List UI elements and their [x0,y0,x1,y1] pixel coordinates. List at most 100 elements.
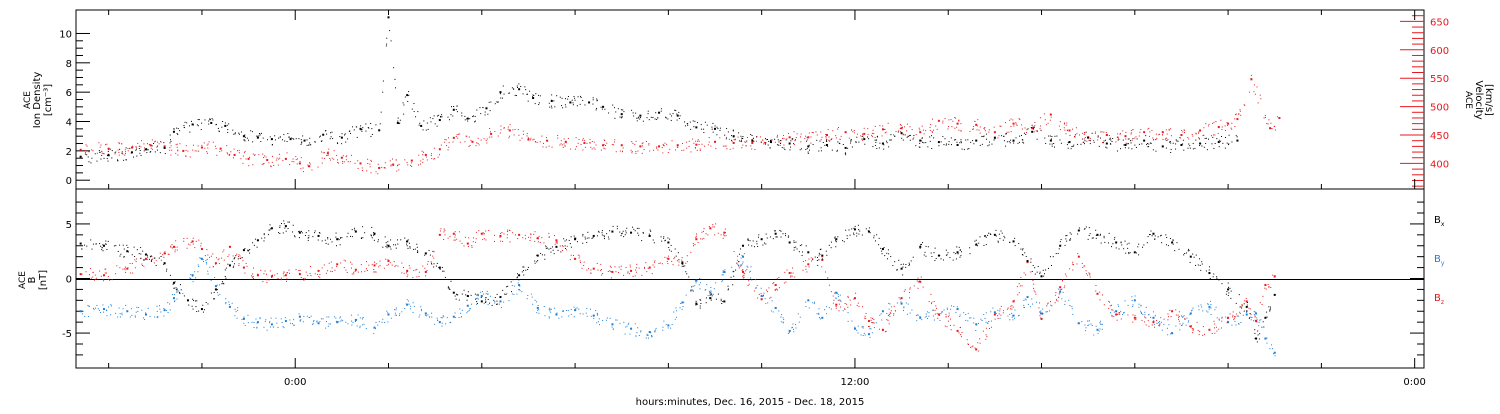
by-point-noise [409,308,411,310]
density-point-noise [965,139,967,141]
bz-point-noise [1083,265,1085,267]
by-point-noise [1084,324,1086,326]
velocity-point [284,157,287,160]
velocity-point-noise [494,130,496,132]
density-point-noise [138,148,140,150]
by-point-noise [437,319,439,321]
velocity-point-noise [935,125,937,127]
bx-point-noise [393,244,395,246]
by-point-noise [1210,307,1212,309]
density-point-noise [784,149,786,151]
bx-point-noise [959,256,961,258]
by-point-noise [342,320,344,322]
density-point-noise [403,113,405,115]
bx-point-noise [284,227,286,229]
density-point-noise [1009,139,1011,141]
velocity-point-noise [1084,136,1086,138]
bx-point-noise [1266,316,1268,318]
by-point-noise [160,311,162,313]
velocity-point [602,144,605,147]
bx-point-noise [102,250,104,252]
velocity-point-noise [615,151,617,153]
bz-point-noise [635,267,637,269]
velocity-point [340,156,343,159]
bz-point-noise [530,234,532,236]
by-point-noise [683,301,685,303]
bx-point-noise [977,245,979,247]
bx-point-noise [1070,233,1072,235]
bx-point-noise [1087,238,1089,240]
velocity-point-noise [1203,134,1205,136]
bz-point-noise [1256,321,1258,323]
by-point-noise [692,289,694,291]
by-point-noise [1110,315,1112,317]
bx-point-noise [150,260,152,262]
velocity-point-noise [954,117,956,119]
density-point-noise [633,115,635,117]
bx-point-noise [244,248,246,250]
bx-point-noise [1154,238,1156,240]
bz-point-noise [485,230,487,232]
by-point-noise [946,308,948,310]
density-point-noise [567,96,569,98]
bx-point-noise [287,221,289,223]
density-point-noise [1067,142,1069,144]
bx-point-noise [1213,273,1215,275]
density-point-noise [883,144,885,146]
density-point-noise [176,127,178,129]
density-point-noise [867,136,869,138]
velocity-point-noise [144,148,146,150]
bz-point-noise [1056,299,1058,301]
bx-point-noise [690,290,692,292]
bz-point-noise [878,328,880,330]
density-point-noise [592,97,594,99]
by-point [126,310,129,313]
bz-point-noise [985,327,987,329]
velocity-point [825,134,828,137]
bz-point [993,313,996,316]
density-point-noise [418,124,420,126]
density-point-noise [819,140,821,142]
density-point-noise [1082,138,1084,140]
bx-point-noise [727,285,729,287]
bx-point [648,234,651,237]
velocity-point-noise [1235,113,1237,115]
bx-point-noise [923,254,925,256]
density-point-noise [706,124,708,126]
bx-point-noise [588,237,590,239]
density-point-noise [1182,139,1184,141]
by-point-noise [941,311,943,313]
density-point-noise [671,115,673,117]
by-point-noise [378,321,380,323]
bz-point [256,274,259,277]
bx-point-noise [660,236,662,238]
bz-point-noise [146,258,148,260]
velocity-point-noise [273,164,275,166]
velocity-point-noise [1213,121,1215,123]
density-point-noise [700,124,702,126]
density-point-noise [794,139,796,141]
bz-point-noise [1033,283,1035,285]
density-point-noise [679,115,681,117]
bx-point-noise [795,246,797,248]
velocity-point-noise [776,134,778,136]
bx-point-noise [386,244,388,246]
by-point-noise [449,322,451,324]
bz-point-noise [994,318,996,320]
bx-point-noise [540,252,542,254]
bz-point-noise [1221,317,1223,319]
by-point-noise [916,320,918,322]
density-point-noise [343,134,345,136]
bx-point-noise [264,237,266,239]
velocity-point-noise [286,152,288,154]
velocity-point-noise [398,169,400,171]
bx-point-noise [1125,252,1127,254]
by-point-noise [761,296,763,298]
density-point-noise [725,138,727,140]
density-point-noise [1009,142,1011,144]
bz-point-noise [850,304,852,306]
density-point-noise [1175,139,1177,141]
by-point-noise [653,330,655,332]
bz-point-noise [1088,272,1090,274]
velocity-point-noise [903,126,905,128]
